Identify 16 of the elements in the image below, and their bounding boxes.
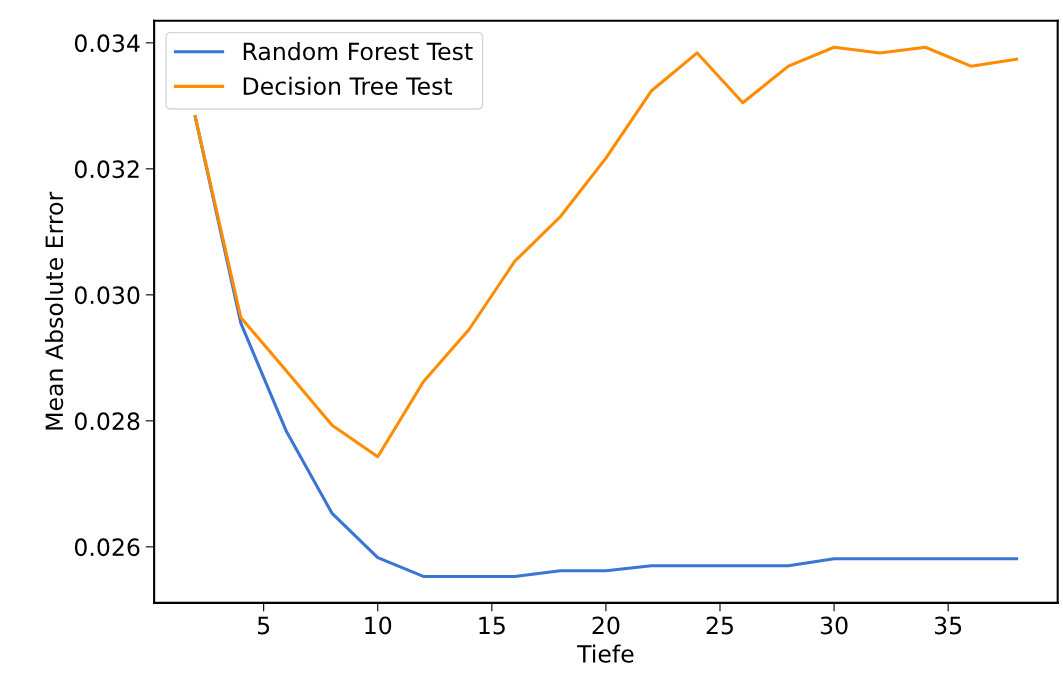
y-tick-label: 0.032 xyxy=(74,160,139,179)
x-tick-label: 25 xyxy=(706,616,733,635)
y-tick-label: 0.030 xyxy=(74,286,140,305)
y-axis-title: Mean Absolute Error xyxy=(44,191,64,430)
y-tick-label: 0.034 xyxy=(74,34,140,53)
y-tick-label: 0.028 xyxy=(74,412,140,431)
x-tick-label: 5 xyxy=(257,616,270,635)
legend-label: Random Forest Test xyxy=(243,42,473,61)
x-tick-label: 35 xyxy=(934,616,962,635)
x-axis-title: Tiefe xyxy=(577,644,634,663)
y-tick-label: 0.026 xyxy=(74,538,140,557)
x-tick-label: 10 xyxy=(365,616,392,635)
x-tick-label: 20 xyxy=(592,616,620,635)
x-tick-label: 15 xyxy=(479,616,505,635)
x-tick-label: 30 xyxy=(820,616,848,635)
legend-label: Decision Tree Test xyxy=(243,76,453,95)
